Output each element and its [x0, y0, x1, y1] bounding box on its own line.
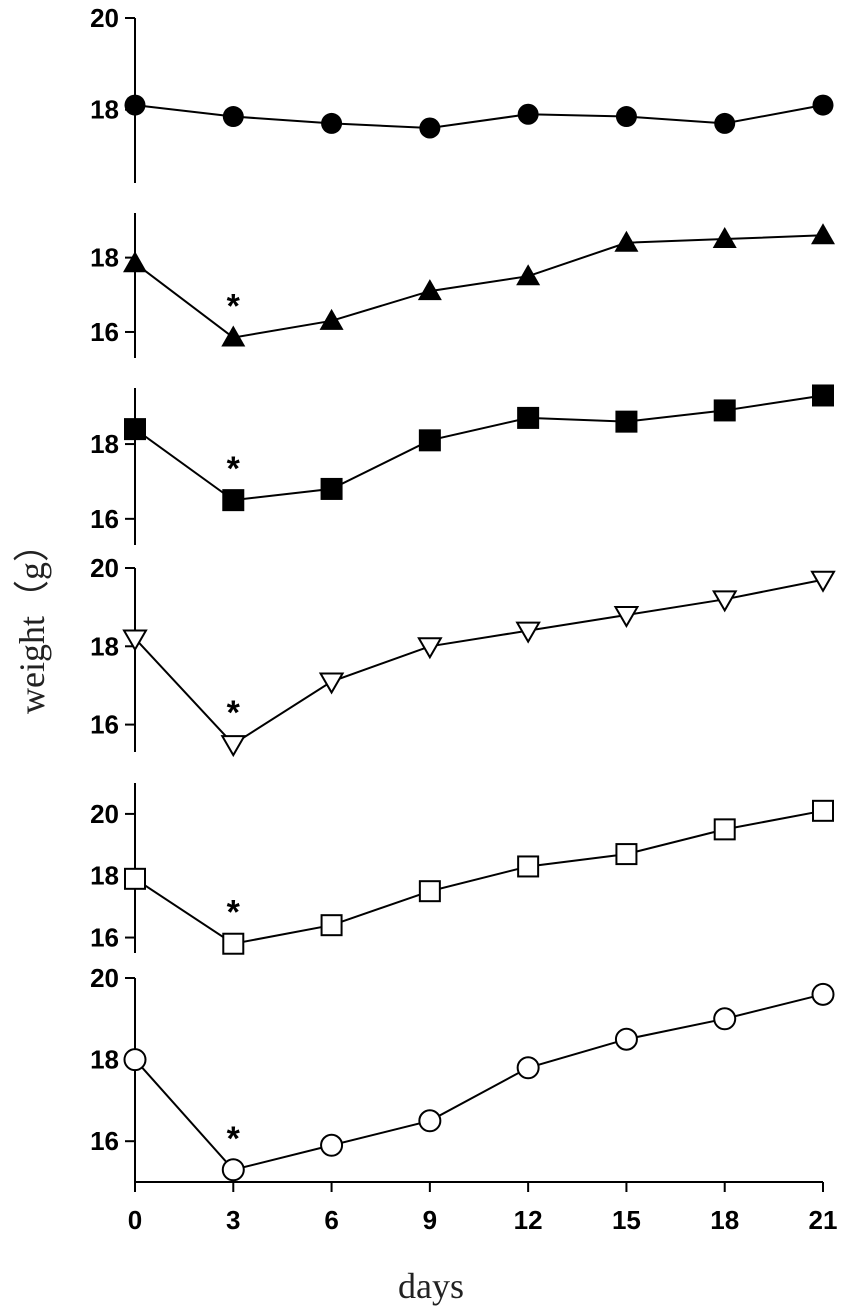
panel-2-data-point — [417, 279, 442, 301]
panel-2-data-point — [811, 223, 835, 245]
panel-3-data-point — [124, 418, 146, 441]
panel-1-data-point — [714, 112, 736, 134]
plot-area: 20 18 18 16 * 18 16 * 20 18 16 * 20 18 16 * 20 18 16 * 0 3 6 9 1… — [90, 3, 837, 1235]
panel-4-significance-marker: * — [227, 694, 241, 732]
panel-6-data-point — [418, 1109, 442, 1133]
panel-6-data-point — [614, 1027, 638, 1051]
panel-3-significance-marker: * — [227, 450, 241, 488]
panel-2-y-tick-label: 16 — [90, 317, 119, 347]
panel-5-data-point — [517, 855, 540, 878]
panel-6-data-point — [811, 982, 835, 1006]
panel-1-data-point — [419, 117, 441, 139]
panel-4-y-tick-label: 18 — [90, 631, 119, 661]
panel-2-significance-marker: * — [227, 288, 241, 326]
x-tick-label: 15 — [612, 1205, 641, 1235]
panel-2-data-point — [319, 308, 344, 330]
panel-5-significance-marker: * — [227, 894, 241, 932]
panel-1-data-point — [517, 103, 539, 125]
panel-6-y-tick-label: 18 — [90, 1045, 119, 1075]
y-axis-title: weight（g） — [12, 526, 52, 714]
panel-4-data-point — [613, 605, 640, 628]
x-tick-label: 12 — [514, 1205, 543, 1235]
panel-6-data-point — [320, 1133, 344, 1157]
panel-1-data-point — [124, 94, 146, 116]
panel-5-data-point — [222, 932, 245, 955]
panel-4-data-point — [810, 570, 836, 593]
panel-3-series-line — [134, 394, 824, 502]
panel-5-data-point — [615, 843, 638, 866]
x-tick-label: 21 — [809, 1205, 838, 1235]
panel-2-series-line — [134, 234, 824, 339]
panel-2-data-point — [614, 230, 639, 252]
panel-1-data-point — [321, 112, 343, 134]
panel-3-data-point — [713, 399, 736, 422]
panel-2-data-point — [712, 227, 737, 249]
panel-3-data-point — [812, 384, 834, 407]
panel-5-y-tick-label: 18 — [90, 861, 119, 891]
panel-5-data-point — [418, 880, 441, 903]
x-tick-label: 9 — [423, 1205, 437, 1235]
panel-2-data-point — [221, 325, 246, 347]
panel-3-y-tick-label: 16 — [90, 504, 119, 534]
panel-4-data-point — [220, 735, 247, 758]
panel-6-data-point — [221, 1158, 245, 1182]
panel-5-y-tick-label: 16 — [90, 923, 119, 953]
panel-1-y-tick-label: 20 — [90, 3, 119, 33]
x-tick-label: 3 — [226, 1205, 240, 1235]
panel-6-y-tick-label: 20 — [90, 963, 119, 993]
panel-5-data-point — [124, 867, 146, 890]
panel-6-y-tick-label: 16 — [90, 1126, 119, 1156]
panel-3-data-point — [320, 477, 343, 500]
panel-4-data-point — [515, 621, 541, 644]
panel-6-significance-marker: * — [227, 1120, 241, 1158]
panel-1-series-line — [134, 104, 824, 130]
panel-5-data-point — [812, 799, 834, 822]
panel-4-y-tick-label: 20 — [90, 553, 119, 583]
panel-6-data-point — [713, 1007, 737, 1031]
panel-5-y-tick-label: 20 — [90, 799, 119, 829]
panel-2-y-tick-label: 18 — [90, 243, 119, 273]
panel-3-y-tick-label: 18 — [90, 429, 119, 459]
x-tick-label: 18 — [710, 1205, 739, 1235]
panel-1-y-tick-label: 18 — [90, 95, 119, 125]
panel-2-data-point — [123, 251, 147, 273]
panel-1-data-point — [812, 94, 834, 116]
panel-4-data-point — [318, 672, 345, 695]
panel-6-data-point — [123, 1048, 147, 1072]
panel-5-series-line — [134, 809, 824, 945]
panel-1-data-point — [222, 106, 244, 128]
x-tick-label: 6 — [324, 1205, 338, 1235]
panel-4-data-point — [417, 637, 443, 660]
panel-3-data-point — [222, 489, 245, 512]
panel-4-data-point — [122, 629, 148, 652]
panel-6-data-point — [516, 1056, 540, 1080]
panel-1-data-point — [615, 106, 637, 128]
panel-3-data-point — [615, 410, 638, 433]
panel-4-y-tick-label: 16 — [90, 710, 119, 740]
x-axis-title: days — [398, 1266, 464, 1306]
panel-5-data-point — [713, 818, 736, 841]
panel-4-series-line — [134, 578, 824, 746]
panel-3-data-point — [517, 406, 540, 429]
panel-4-data-point — [711, 590, 738, 613]
panel-6-series-line — [134, 993, 824, 1171]
panel-3-data-point — [418, 429, 441, 452]
x-tick-label: 0 — [128, 1205, 142, 1235]
panel-2-data-point — [516, 264, 541, 286]
panel-5-data-point — [320, 914, 343, 937]
